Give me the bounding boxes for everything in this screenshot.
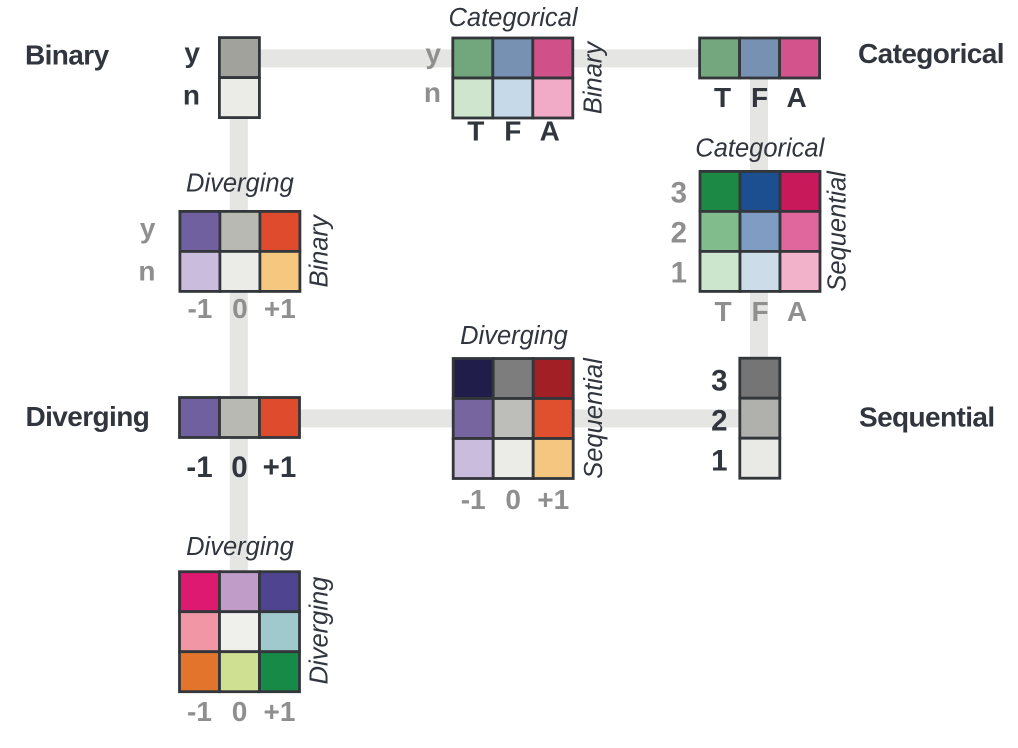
svg-text:1: 1: [671, 256, 687, 289]
svg-text:1: 1: [711, 445, 727, 478]
svg-text:F: F: [504, 116, 521, 147]
svg-text:Categorical: Categorical: [449, 4, 579, 32]
svg-text:y: y: [184, 37, 200, 68]
svg-text:y: y: [140, 213, 156, 244]
svg-text:A: A: [786, 82, 806, 113]
svg-text:+1: +1: [263, 451, 297, 484]
svg-text:Categorical: Categorical: [858, 38, 1004, 69]
svg-text:T: T: [714, 296, 731, 327]
svg-text:Categorical: Categorical: [695, 135, 825, 163]
svg-text:n: n: [138, 256, 155, 287]
svg-text:+1: +1: [264, 293, 296, 324]
svg-text:+1: +1: [537, 484, 569, 515]
svg-text:Binary: Binary: [305, 213, 333, 288]
svg-text:Sequential: Sequential: [580, 357, 608, 479]
svg-text:n: n: [424, 77, 441, 108]
svg-text:0: 0: [505, 484, 521, 515]
svg-text:n: n: [183, 80, 200, 111]
svg-text:Diverging: Diverging: [186, 533, 294, 561]
svg-text:0: 0: [231, 451, 247, 484]
svg-text:A: A: [540, 116, 560, 147]
svg-text:Sequential: Sequential: [823, 170, 851, 292]
svg-text:Binary: Binary: [25, 39, 110, 70]
svg-text:-1: -1: [187, 293, 212, 324]
svg-text:0: 0: [232, 293, 248, 324]
svg-text:3: 3: [671, 176, 687, 209]
svg-text:3: 3: [711, 365, 727, 398]
svg-text:2: 2: [711, 405, 727, 438]
svg-text:F: F: [751, 82, 768, 113]
svg-text:-1: -1: [461, 484, 486, 515]
svg-text:+1: +1: [264, 696, 296, 727]
svg-text:Binary: Binary: [579, 40, 607, 115]
svg-text:T: T: [467, 116, 484, 147]
svg-text:Diverging: Diverging: [186, 170, 294, 198]
svg-text:T: T: [714, 82, 731, 113]
svg-text:A: A: [787, 296, 807, 327]
svg-text:-1: -1: [187, 696, 212, 727]
svg-text:Diverging: Diverging: [26, 401, 150, 432]
svg-text:2: 2: [671, 216, 687, 249]
svg-text:0: 0: [232, 696, 248, 727]
svg-text:Sequential: Sequential: [859, 402, 995, 433]
svg-text:F: F: [751, 296, 768, 327]
svg-text:y: y: [425, 38, 441, 69]
svg-text:Diverging: Diverging: [305, 577, 333, 685]
svg-text:-1: -1: [186, 451, 212, 484]
svg-text:Diverging: Diverging: [460, 322, 568, 350]
